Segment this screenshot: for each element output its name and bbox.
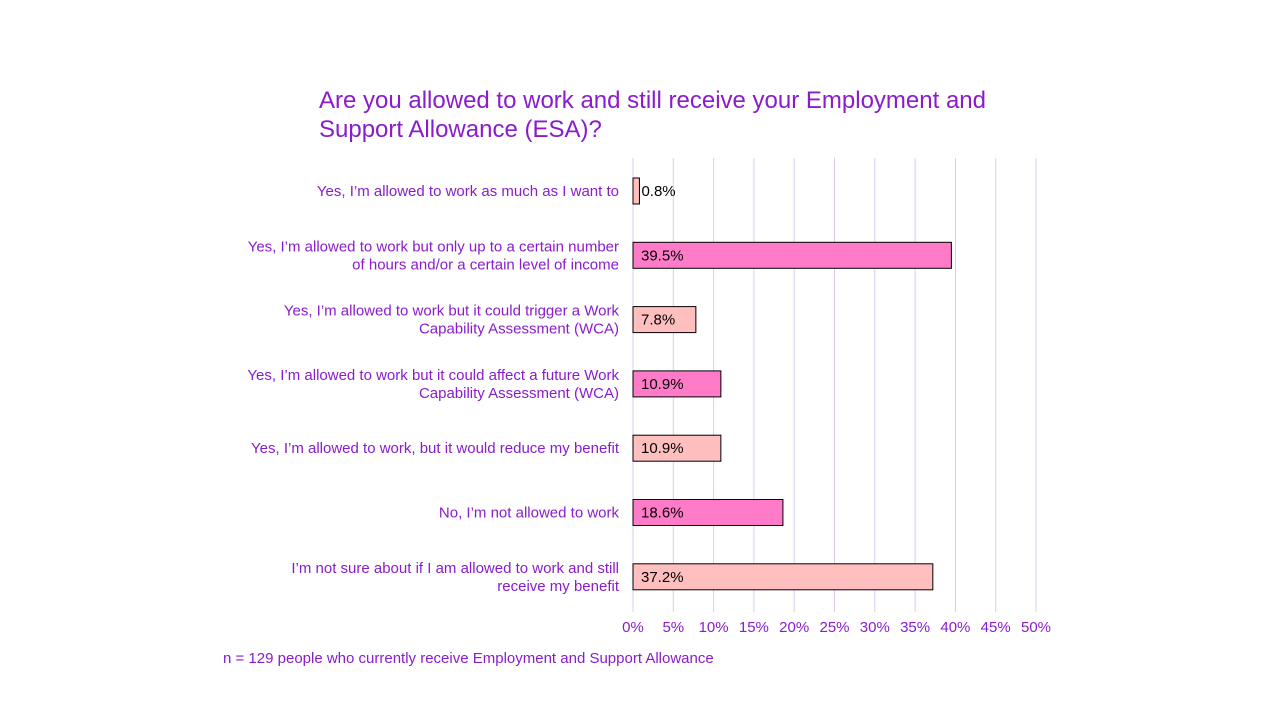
bar [632, 434, 722, 462]
bar [632, 563, 934, 591]
category-label: Yes, I’m allowed to work, but it would r… [251, 440, 620, 457]
x-tick-label: 0% [622, 619, 644, 636]
data-label: 18.6% [641, 505, 684, 522]
category-label: Capability Assessment (WCA) [419, 321, 619, 338]
category-label: Yes, I’m allowed to work but it could af… [247, 367, 619, 384]
data-label: 37.2% [641, 569, 684, 586]
x-tick-label: 25% [819, 619, 849, 636]
data-label: 10.9% [641, 376, 684, 393]
x-tick-label: 20% [779, 619, 809, 636]
data-label: 10.9% [641, 440, 684, 457]
category-label: Yes, I’m allowed to work as much as I wa… [317, 183, 619, 200]
category-label: receive my benefit [497, 578, 620, 595]
bar [632, 241, 952, 269]
data-label: 39.5% [641, 247, 684, 264]
bar [632, 499, 784, 526]
x-tick-label: 10% [699, 619, 729, 636]
category-label: Yes, I’m allowed to work but it could tr… [284, 303, 620, 320]
x-tick-label: 40% [940, 619, 970, 636]
x-tick-label: 50% [1021, 619, 1051, 636]
data-label: 7.8% [641, 312, 675, 329]
category-label: Yes, I’m allowed to work but only up to … [248, 238, 619, 255]
category-label: of hours and/or a certain level of incom… [352, 256, 619, 273]
chart-title: Are you allowed to work and still receiv… [319, 87, 986, 143]
bar [632, 370, 722, 398]
x-tick-label: 30% [860, 619, 890, 636]
sample-size-note: n = 129 people who currently receive Emp… [223, 650, 714, 667]
x-tick-label: 15% [739, 619, 769, 636]
x-tick-label: 35% [900, 619, 930, 636]
category-label: No, I’m not allowed to work [439, 505, 620, 522]
category-label: I’m not sure about if I am allowed to wo… [291, 560, 619, 577]
bar [632, 306, 697, 334]
bar [632, 177, 640, 205]
category-label: Capability Assessment (WCA) [419, 385, 619, 402]
x-tick-label: 5% [662, 619, 684, 636]
data-label: 0.8% [641, 183, 675, 200]
x-tick-label: 45% [981, 619, 1011, 636]
